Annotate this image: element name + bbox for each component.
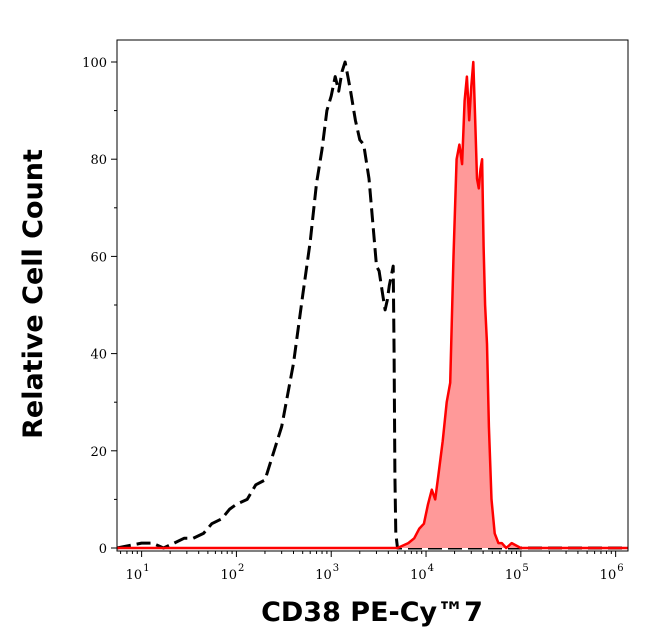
series-1-line: [117, 60, 628, 550]
y-tick-label: 100: [82, 56, 107, 71]
y-axis-title: Relative Cell Count: [18, 149, 49, 439]
series-layer: [116, 60, 628, 550]
y-tick-label: 20: [90, 445, 107, 460]
y-tick-label: 80: [90, 153, 107, 168]
series-0-line: [116, 60, 628, 550]
x-tick-exponent: 3: [333, 563, 339, 574]
y-tick-label: 40: [90, 348, 107, 363]
x-axis-title: CD38 PE-Cy™7: [261, 597, 483, 628]
y-tick-label: 0: [99, 542, 107, 557]
x-tick-exponent: 1: [143, 563, 149, 574]
x-tick-exponent: 5: [522, 563, 528, 574]
y-tick-label: 60: [90, 250, 107, 265]
x-tick-exponent: 2: [238, 563, 244, 574]
x-tick-exponent: 6: [617, 563, 623, 574]
x-tick-exponent: 4: [428, 563, 434, 574]
plot-border: [116, 39, 629, 552]
plot-frame: [116, 39, 629, 552]
